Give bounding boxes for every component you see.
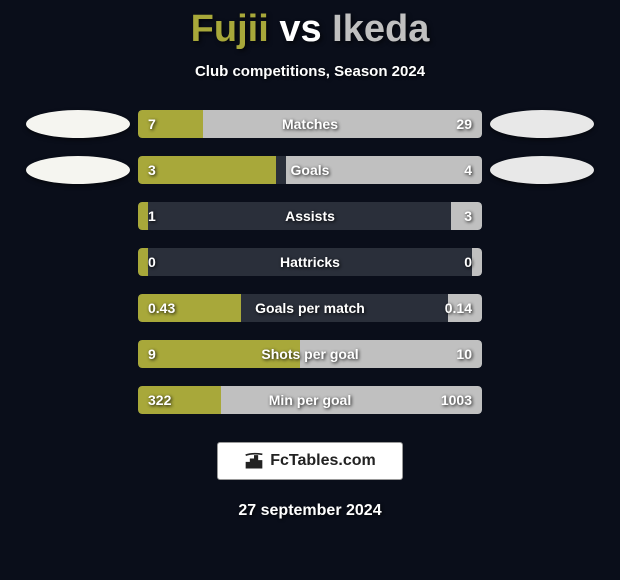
stat-value-right: 0.14 <box>445 300 472 316</box>
content-row: 7 29 Matches 3 4 Goals 1 3 Assists 0 0 Hattricks 0.4… <box>0 110 620 414</box>
player1-badge-ellipse <box>26 110 130 138</box>
stat-bar-right <box>472 248 482 276</box>
date: 27 september 2024 <box>238 502 381 520</box>
stat-value-right: 0 <box>464 254 472 270</box>
stat-row: 7 29 Matches <box>138 110 482 138</box>
stat-value-left: 3 <box>148 162 156 178</box>
stat-label: Goals per match <box>255 300 365 316</box>
logo-text: FcTables.com <box>270 452 376 470</box>
subtitle: Club competitions, Season 2024 <box>195 63 425 80</box>
source-logo: FcTables.com <box>217 442 403 480</box>
title-vs: vs <box>279 8 321 50</box>
stat-label: Min per goal <box>269 392 351 408</box>
stat-label: Shots per goal <box>261 346 358 362</box>
comparison-infographic: Fujii vs Ikeda Club competitions, Season… <box>0 0 620 580</box>
stat-label: Assists <box>285 208 335 224</box>
stat-row: 1 3 Assists <box>138 202 482 230</box>
stat-row: 0.43 0.14 Goals per match <box>138 294 482 322</box>
stat-value-right: 10 <box>456 346 472 362</box>
stat-value-left: 9 <box>148 346 156 362</box>
stat-value-right: 4 <box>464 162 472 178</box>
stat-bar-left <box>138 156 276 184</box>
stat-value-left: 0.43 <box>148 300 175 316</box>
stat-label: Matches <box>282 116 338 132</box>
stat-bar-left <box>138 202 148 230</box>
stat-row: 0 0 Hattricks <box>138 248 482 276</box>
right-ellipse-column <box>482 110 602 184</box>
title: Fujii vs Ikeda <box>191 8 430 51</box>
stat-value-left: 0 <box>148 254 156 270</box>
stat-bar-left <box>138 248 148 276</box>
stat-value-left: 322 <box>148 392 171 408</box>
stat-value-left: 7 <box>148 116 156 132</box>
stat-row: 322 1003 Min per goal <box>138 386 482 414</box>
stat-value-left: 1 <box>148 208 156 224</box>
stat-value-right: 3 <box>464 208 472 224</box>
stat-row: 3 4 Goals <box>138 156 482 184</box>
player2-name: Ikeda <box>332 8 429 50</box>
stat-row: 9 10 Shots per goal <box>138 340 482 368</box>
player2-badge-ellipse <box>490 156 594 184</box>
stat-value-right: 29 <box>456 116 472 132</box>
bar-chart-icon <box>244 451 264 471</box>
stat-value-right: 1003 <box>441 392 472 408</box>
stat-label: Hattricks <box>280 254 340 270</box>
left-ellipse-column <box>18 110 138 184</box>
stat-bar-right <box>203 110 482 138</box>
player1-name: Fujii <box>191 8 269 50</box>
stat-label: Goals <box>291 162 330 178</box>
player2-badge-ellipse <box>490 110 594 138</box>
stat-bars: 7 29 Matches 3 4 Goals 1 3 Assists 0 0 Hattricks 0.4… <box>138 110 482 414</box>
player1-badge-ellipse <box>26 156 130 184</box>
